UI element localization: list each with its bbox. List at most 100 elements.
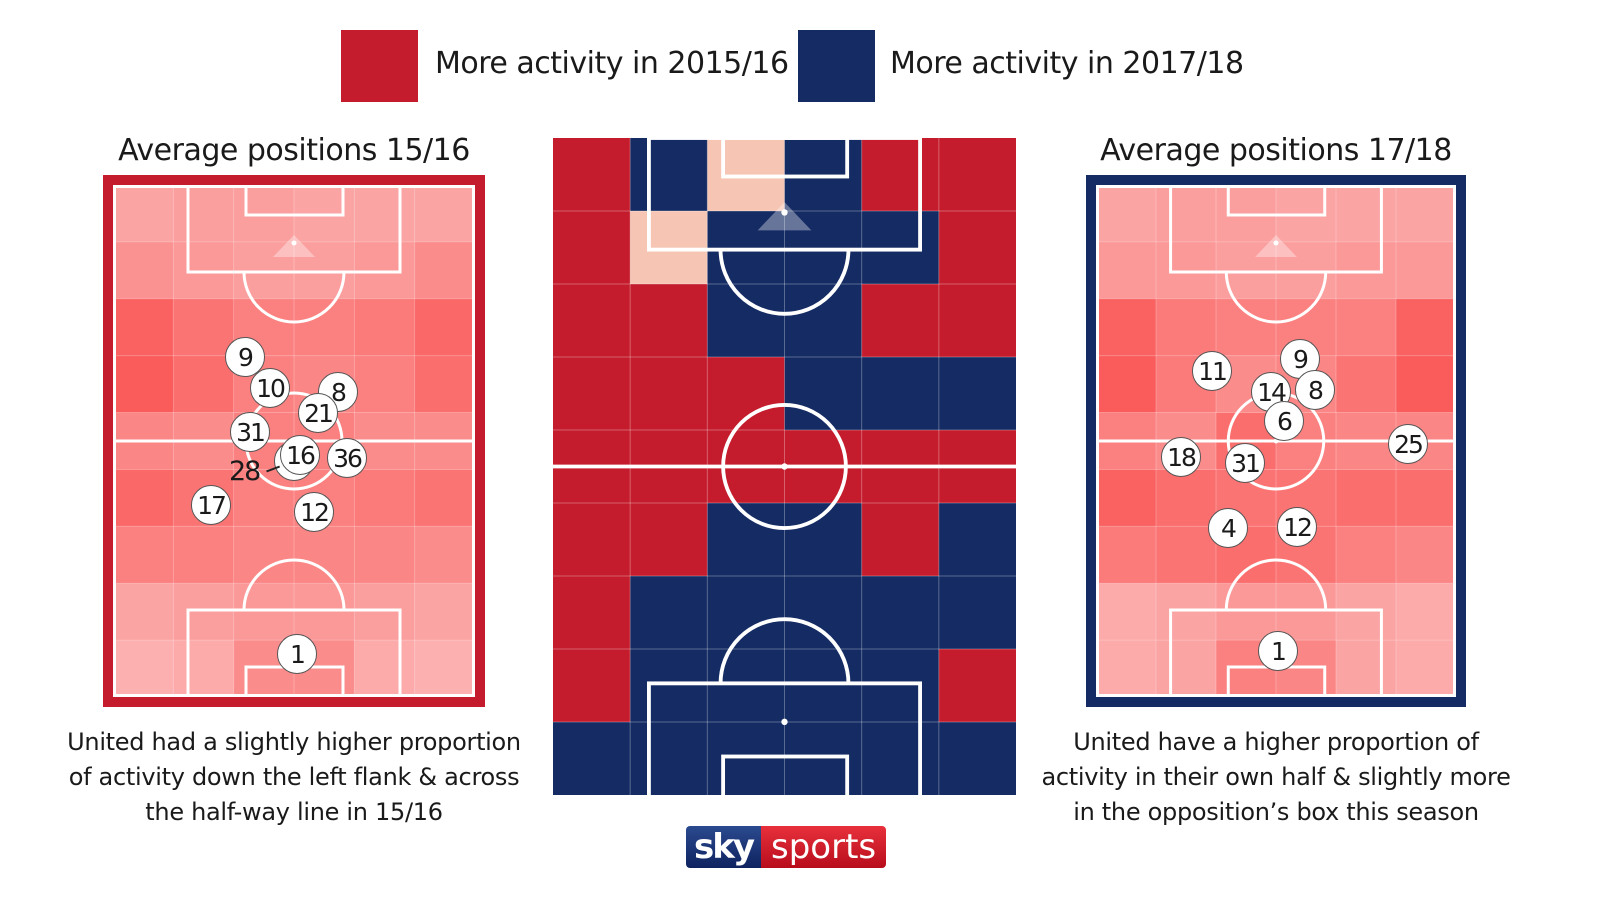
left-caption-line: United had a slightly higher proportion (67, 728, 521, 756)
grid-cell (113, 355, 174, 414)
penalty-arc-bottom (242, 558, 346, 611)
right-pitch-title: Average positions 17/18 (1100, 133, 1452, 168)
difference-pitch (553, 138, 1016, 795)
left-heatmap-pitch (113, 183, 476, 702)
grid-cell (861, 357, 940, 431)
grid-cell (553, 138, 631, 212)
grid-cell (1156, 298, 1217, 357)
grid-cell (1396, 583, 1457, 641)
left-player-marker: 31 (230, 412, 270, 452)
grid-cell (414, 583, 476, 641)
grid-cell (630, 722, 708, 795)
penalty-spot-top (781, 209, 788, 216)
grid-cell (173, 185, 235, 243)
left-player-marker: 9 (225, 337, 265, 377)
grid-cell (553, 284, 631, 358)
penalty-arc-bottom (1224, 558, 1328, 611)
grid-cell (354, 526, 416, 584)
right-caption-line: activity in their own half & slightly mo… (1041, 763, 1511, 791)
grid-cell (1396, 241, 1457, 300)
grid-cell (1096, 241, 1157, 300)
penalty-spot-bottom (781, 718, 788, 726)
grid-cell (354, 583, 416, 641)
penalty-box-bottom (647, 681, 922, 795)
grid-cell (1336, 469, 1397, 527)
grid-cell (294, 583, 355, 641)
grid-cell (553, 211, 631, 285)
grid-cell (1216, 298, 1277, 357)
grid-cell (354, 185, 416, 243)
grid-cell (1396, 298, 1457, 357)
grid-cell (1336, 583, 1397, 641)
right-caption-line: United have a higher proportion of (1073, 728, 1479, 756)
left-caption: United had a slightly higher proportion … (44, 725, 544, 830)
left-pitch-frame (103, 175, 485, 707)
attack-direction-icon (1255, 235, 1297, 257)
grid-cell (113, 640, 174, 698)
grid-cell (414, 640, 476, 698)
grid-cell (553, 576, 631, 650)
left-pitch-title: Average positions 15/16 (118, 133, 470, 168)
grid-cell (1396, 185, 1457, 243)
grid-cell (1336, 640, 1397, 698)
logo-sports: sports (761, 826, 887, 868)
grid-cell (294, 298, 355, 357)
grid-cell (414, 469, 476, 527)
grid-cell (173, 298, 235, 357)
grid-cell (1156, 185, 1217, 243)
penalty-arc-top (718, 249, 851, 316)
penalty-box-top (647, 138, 922, 252)
left-caption-line: of activity down the left flank & across (68, 763, 520, 791)
right-player-marker: 1 (1258, 631, 1298, 671)
grid-cell (1396, 355, 1457, 414)
right-player-marker: 31 (1225, 443, 1265, 483)
logo-sky: sky (686, 826, 762, 868)
grid-cell (113, 526, 174, 584)
grid-cell (113, 583, 174, 641)
grid-cell (784, 576, 863, 650)
right-player-marker: 6 (1264, 401, 1304, 441)
grid-cell (938, 138, 1016, 212)
right-caption: United have a higher proportion of activ… (1026, 725, 1526, 830)
grid-cell (173, 526, 235, 584)
grid-cell (233, 526, 295, 584)
grid-cell (113, 241, 174, 300)
player-28-label: 28 (229, 456, 261, 487)
grid-cell (784, 722, 863, 795)
grid-cell (553, 357, 631, 431)
grid-cell (938, 649, 1016, 723)
grid-cell (553, 503, 631, 577)
grid-cell (1336, 298, 1397, 357)
grid-cell (1396, 526, 1457, 584)
right-player-marker: 11 (1192, 351, 1232, 391)
grid-cell (1096, 298, 1157, 357)
grid-cell (1096, 583, 1157, 641)
legend-label-2015-16: More activity in 2015/16 (435, 46, 789, 81)
legend-swatch-2017-18 (798, 30, 875, 102)
grid-cell (1156, 640, 1217, 698)
grid-cell (354, 469, 416, 527)
grid-cell (1156, 469, 1217, 527)
six-yard-box-top (721, 138, 850, 179)
grid-cell (354, 640, 416, 698)
grid-cell (938, 357, 1016, 431)
grid-cell (1336, 185, 1397, 243)
grid-cell (707, 722, 786, 795)
grid-cell (1156, 526, 1217, 584)
grid-cell (938, 503, 1016, 577)
grid-cell (173, 355, 235, 414)
grid-cell (414, 185, 476, 243)
grid-cell (630, 357, 708, 431)
grid-cell (414, 298, 476, 357)
grid-cell (113, 298, 174, 357)
grid-cell (233, 583, 295, 641)
penalty-spot-top (1273, 240, 1279, 246)
left-player-marker: 12 (294, 492, 334, 532)
penalty-spot-top (291, 240, 297, 246)
grid-cell (1096, 640, 1157, 698)
right-player-marker: 9 (1280, 339, 1320, 379)
grid-cell (414, 355, 476, 414)
sky-sports-logo: sky sports (686, 826, 887, 868)
grid-cell (938, 722, 1016, 795)
right-player-marker: 8 (1295, 370, 1335, 410)
